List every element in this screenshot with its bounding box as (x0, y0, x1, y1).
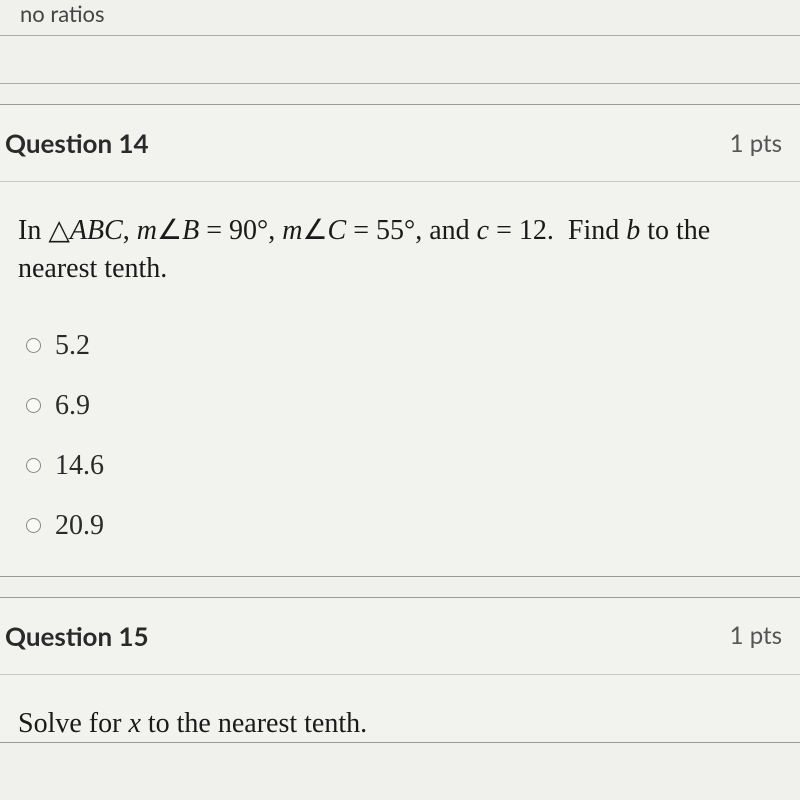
previous-content-fragment: no ratios (0, 0, 800, 36)
question-15-block: Question 15 1 pts Solve for x to the nea… (0, 597, 800, 744)
option-label: 6.9 (55, 390, 90, 422)
question-14-points: 1 pts (730, 129, 782, 158)
question-15-header: Question 15 1 pts (0, 598, 800, 675)
question-15-title: Question 15 (5, 620, 149, 652)
option-label: 5.2 (55, 330, 90, 362)
radio-icon (26, 338, 41, 353)
question-15-body: Solve for x to the nearest tenth. (0, 675, 800, 743)
question-15-points: 1 pts (730, 621, 782, 650)
option-label: 14.6 (55, 450, 104, 482)
question-14-options: 5.2 6.9 14.6 20.9 (18, 316, 782, 556)
question-14-header: Question 14 1 pts (0, 105, 800, 182)
option-20-9[interactable]: 20.9 (26, 496, 782, 556)
radio-icon (26, 398, 41, 413)
option-6-9[interactable]: 6.9 (26, 376, 782, 436)
question-14-block: Question 14 1 pts In △ABC, m∠B = 90°, m∠… (0, 104, 800, 577)
option-label: 20.9 (55, 510, 104, 542)
radio-icon (26, 458, 41, 473)
option-14-6[interactable]: 14.6 (26, 436, 782, 496)
question-14-title: Question 14 (5, 127, 149, 159)
option-5-2[interactable]: 5.2 (26, 316, 782, 376)
question-14-prompt: In △ABC, m∠B = 90°, m∠C = 55°, and c = 1… (18, 212, 782, 288)
question-14-body: In △ABC, m∠B = 90°, m∠C = 55°, and c = 1… (0, 182, 800, 576)
question-15-prompt: Solve for x to the nearest tenth. (18, 705, 782, 743)
previous-question-footer (0, 36, 800, 84)
radio-icon (26, 518, 41, 533)
